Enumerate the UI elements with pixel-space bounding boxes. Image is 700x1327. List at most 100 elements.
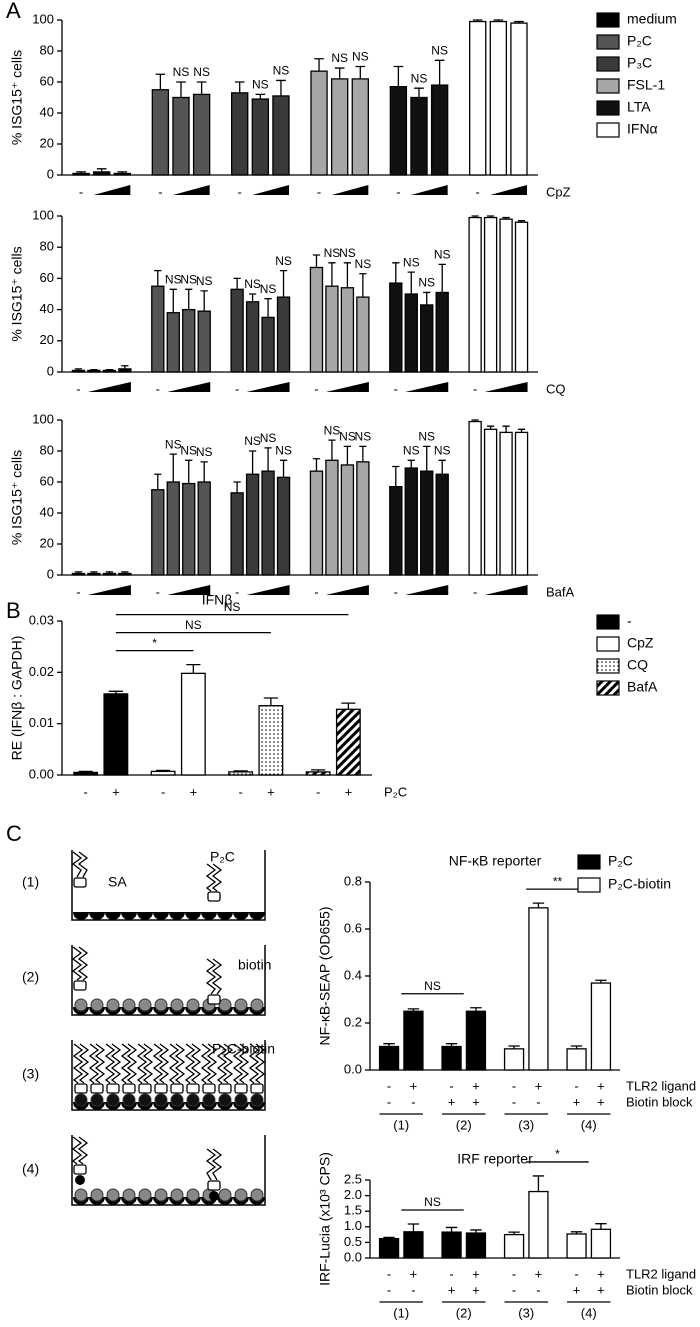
bar [166,481,180,576]
error-bar [248,293,257,302]
condition-value: - [512,1282,516,1297]
error-bar [264,447,272,472]
error-bar [595,979,607,984]
error-bar [438,459,446,475]
error-bar [532,1175,545,1192]
biotin [106,998,120,1012]
dose-ramp [410,185,448,195]
error-bar [200,461,208,482]
significance-label: NS [355,430,372,444]
bar [325,285,339,373]
lipopeptide-head [138,1083,152,1094]
lipid-chain [77,851,89,878]
bar [403,1231,424,1259]
group-label: (3) [518,1117,534,1132]
biotin [154,1093,168,1107]
dose-ramp [484,585,528,595]
chart-title: NF-κB reporter [449,853,542,869]
significance-label: NS [331,51,348,65]
error-bar [105,571,114,574]
y-tick-label: 0.5 [344,1234,362,1249]
legend-label: P₂C [627,33,652,49]
x-tick-label: + [190,784,198,799]
bar [180,672,206,776]
bar [356,461,370,576]
error-bar [200,290,208,312]
bar [430,84,449,176]
error-bar [279,269,288,298]
bar [228,771,254,776]
bar [73,771,99,776]
bar [389,485,403,576]
bar [230,288,244,373]
significance-label: NS [165,272,182,286]
bar [92,171,111,176]
bar [245,301,260,373]
biotin [90,1188,104,1202]
bar [404,293,418,373]
group-label: (2) [456,1117,472,1132]
significance-label: NS [403,443,420,457]
lipid-chain [184,1043,196,1084]
bar [499,218,513,373]
panel-label: C [6,821,22,846]
treatment-label: CQ [546,381,566,396]
bar [102,369,117,373]
error-bar [314,58,324,72]
error-bar [595,1223,607,1230]
error-bar [423,445,431,472]
condition-value: - [411,1094,415,1109]
dose-label: - [473,381,477,396]
well [71,1135,266,1206]
lipid-chain [104,1043,116,1084]
error-bar [514,20,524,24]
lipid-chain [71,1136,83,1165]
error-bar [185,459,193,484]
bar [166,312,180,373]
lipid-chain [205,958,217,995]
error-bar [233,770,248,772]
legend-label: P₂C [608,853,633,869]
condition-value: - [449,1266,453,1281]
dose-ramp [490,185,528,195]
biotin [250,1093,264,1107]
error-bar [392,262,400,284]
dose-label: - [396,184,400,199]
error-bar [407,1223,420,1232]
error-bar [359,273,367,298]
condition-value: + [597,1266,605,1281]
dose-ramp [172,185,210,195]
bar [566,1233,587,1259]
y-tick-label: 0 [47,566,54,581]
lipid-chain [238,1043,250,1084]
y-tick-label: 40 [40,104,54,119]
legend-label: IFNα [627,121,658,137]
bar [172,96,190,176]
bar [103,693,129,776]
error-bar [90,369,98,371]
dose-ramp [87,382,131,392]
legend-label: BafA [627,679,658,695]
bar [325,459,339,576]
streptavidin [169,912,185,920]
condition-value: + [597,1094,605,1109]
error-bar [470,1229,482,1234]
bar [465,1010,487,1071]
bar [468,216,482,373]
legend-swatch [596,78,620,94]
significance-label: NS [252,78,269,92]
bar [514,431,529,576]
biotin [234,998,248,1012]
lipopeptide-head [207,994,221,1005]
lipopeptide-head [186,1083,200,1094]
lipid-chain [136,1043,148,1084]
error-bar [185,288,193,310]
error-bar [276,79,286,96]
error-bar [156,769,171,772]
error-bar [407,271,415,294]
y-tick-label: 0.6 [344,920,362,935]
error-bar [233,481,241,493]
dose-ramp [246,382,290,392]
error-bar [334,67,345,79]
